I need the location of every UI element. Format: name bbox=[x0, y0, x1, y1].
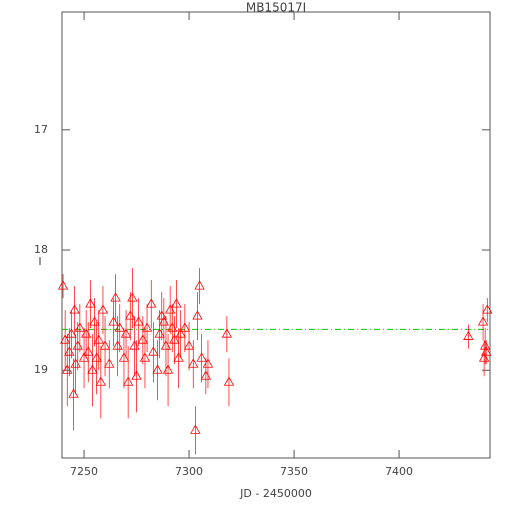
x-tick-label: 7350 bbox=[280, 465, 308, 478]
data-point bbox=[146, 298, 157, 308]
data-point bbox=[104, 358, 115, 368]
data-point bbox=[179, 322, 191, 332]
x-axis-label: JD - 2450000 bbox=[239, 487, 312, 500]
y-axis-label: I bbox=[38, 255, 41, 268]
data-point bbox=[131, 370, 142, 380]
data-point bbox=[169, 334, 180, 344]
data-point bbox=[148, 346, 159, 356]
data-point bbox=[110, 292, 121, 302]
data-point bbox=[93, 334, 104, 344]
data-point bbox=[74, 322, 86, 332]
data-point bbox=[477, 316, 489, 326]
data-point bbox=[190, 424, 201, 434]
data-point bbox=[194, 280, 205, 290]
data-point bbox=[481, 346, 492, 356]
data-point bbox=[175, 328, 186, 338]
data-point bbox=[127, 292, 138, 302]
data-point bbox=[57, 280, 69, 290]
data-point bbox=[122, 376, 134, 386]
data-point bbox=[99, 340, 111, 350]
data-point bbox=[85, 298, 96, 308]
x-tick-label: 7300 bbox=[175, 465, 203, 478]
data-point bbox=[83, 346, 94, 356]
x-tick-label: 7400 bbox=[385, 465, 413, 478]
data-point bbox=[97, 304, 109, 314]
chart-title: MB15017I bbox=[246, 1, 306, 15]
y-tick-label: 18 bbox=[34, 243, 48, 256]
data-point bbox=[141, 322, 153, 332]
data-point bbox=[139, 352, 151, 362]
data-point bbox=[162, 364, 174, 374]
plot-frame bbox=[61, 11, 491, 459]
data-point bbox=[183, 340, 195, 350]
data-point bbox=[133, 316, 144, 326]
data-point bbox=[66, 328, 77, 338]
data-point bbox=[482, 304, 493, 314]
data-point bbox=[196, 352, 207, 362]
data-point bbox=[223, 376, 235, 386]
data-point bbox=[192, 310, 203, 320]
data-point bbox=[152, 364, 163, 374]
data-point bbox=[87, 364, 98, 374]
data-point bbox=[114, 322, 125, 332]
data-point bbox=[89, 316, 100, 326]
data-point bbox=[120, 328, 132, 338]
data-point bbox=[188, 358, 199, 368]
y-tick-label: 17 bbox=[34, 123, 48, 136]
data-point bbox=[171, 298, 182, 308]
data-point bbox=[202, 358, 214, 368]
y-tick-label: 19 bbox=[34, 363, 48, 376]
data-point bbox=[69, 304, 80, 314]
x-tick-label: 7250 bbox=[70, 465, 98, 478]
data-point bbox=[463, 330, 474, 340]
data-point bbox=[221, 328, 233, 338]
data-point bbox=[95, 376, 107, 386]
